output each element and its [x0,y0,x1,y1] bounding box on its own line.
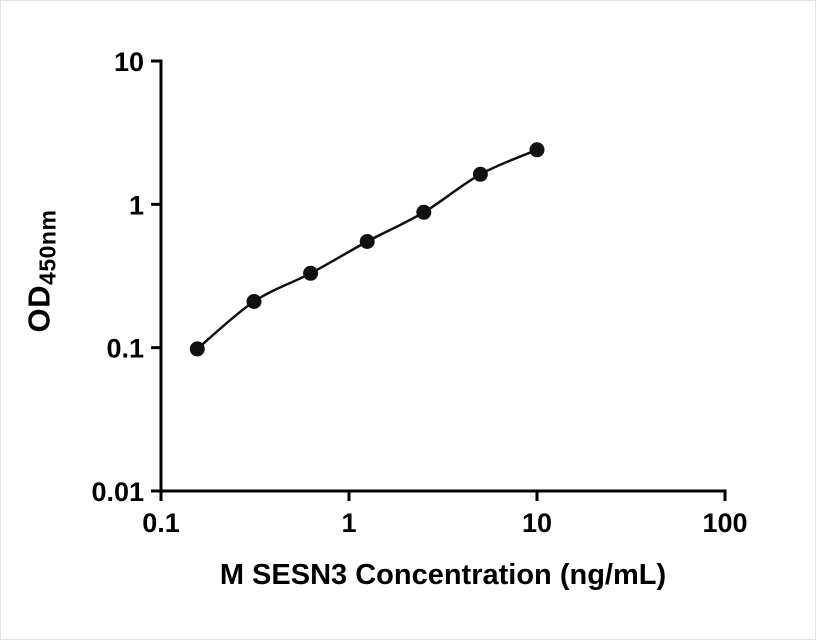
y-axis-title-main: OD [21,284,56,333]
data-point [529,142,545,158]
y-tick-label: 0.01 [91,477,144,507]
x-tick-label: 0.1 [142,508,180,538]
fit-line [196,148,538,350]
data-point [189,341,205,357]
y-tick-label: 1 [129,190,144,220]
data-point [246,294,262,309]
y-axis-title: OD450nm [9,56,73,486]
data-point [359,234,375,249]
data-point [303,265,319,281]
y-axis-title-subscript: 450nm [34,209,60,285]
x-axis-title: M SESN3 Concentration (ng/mL) [219,559,667,591]
y-tick-label: 0.1 [106,334,144,364]
x-tick-label: 10 [522,508,552,538]
y-tick-label: 10 [114,47,144,77]
y-axis-title-text: OD450nm [21,210,61,333]
data-point [416,204,432,220]
data-point [472,166,488,182]
x-tick-label: 1 [341,508,356,538]
x-tick-label: 100 [702,508,747,538]
